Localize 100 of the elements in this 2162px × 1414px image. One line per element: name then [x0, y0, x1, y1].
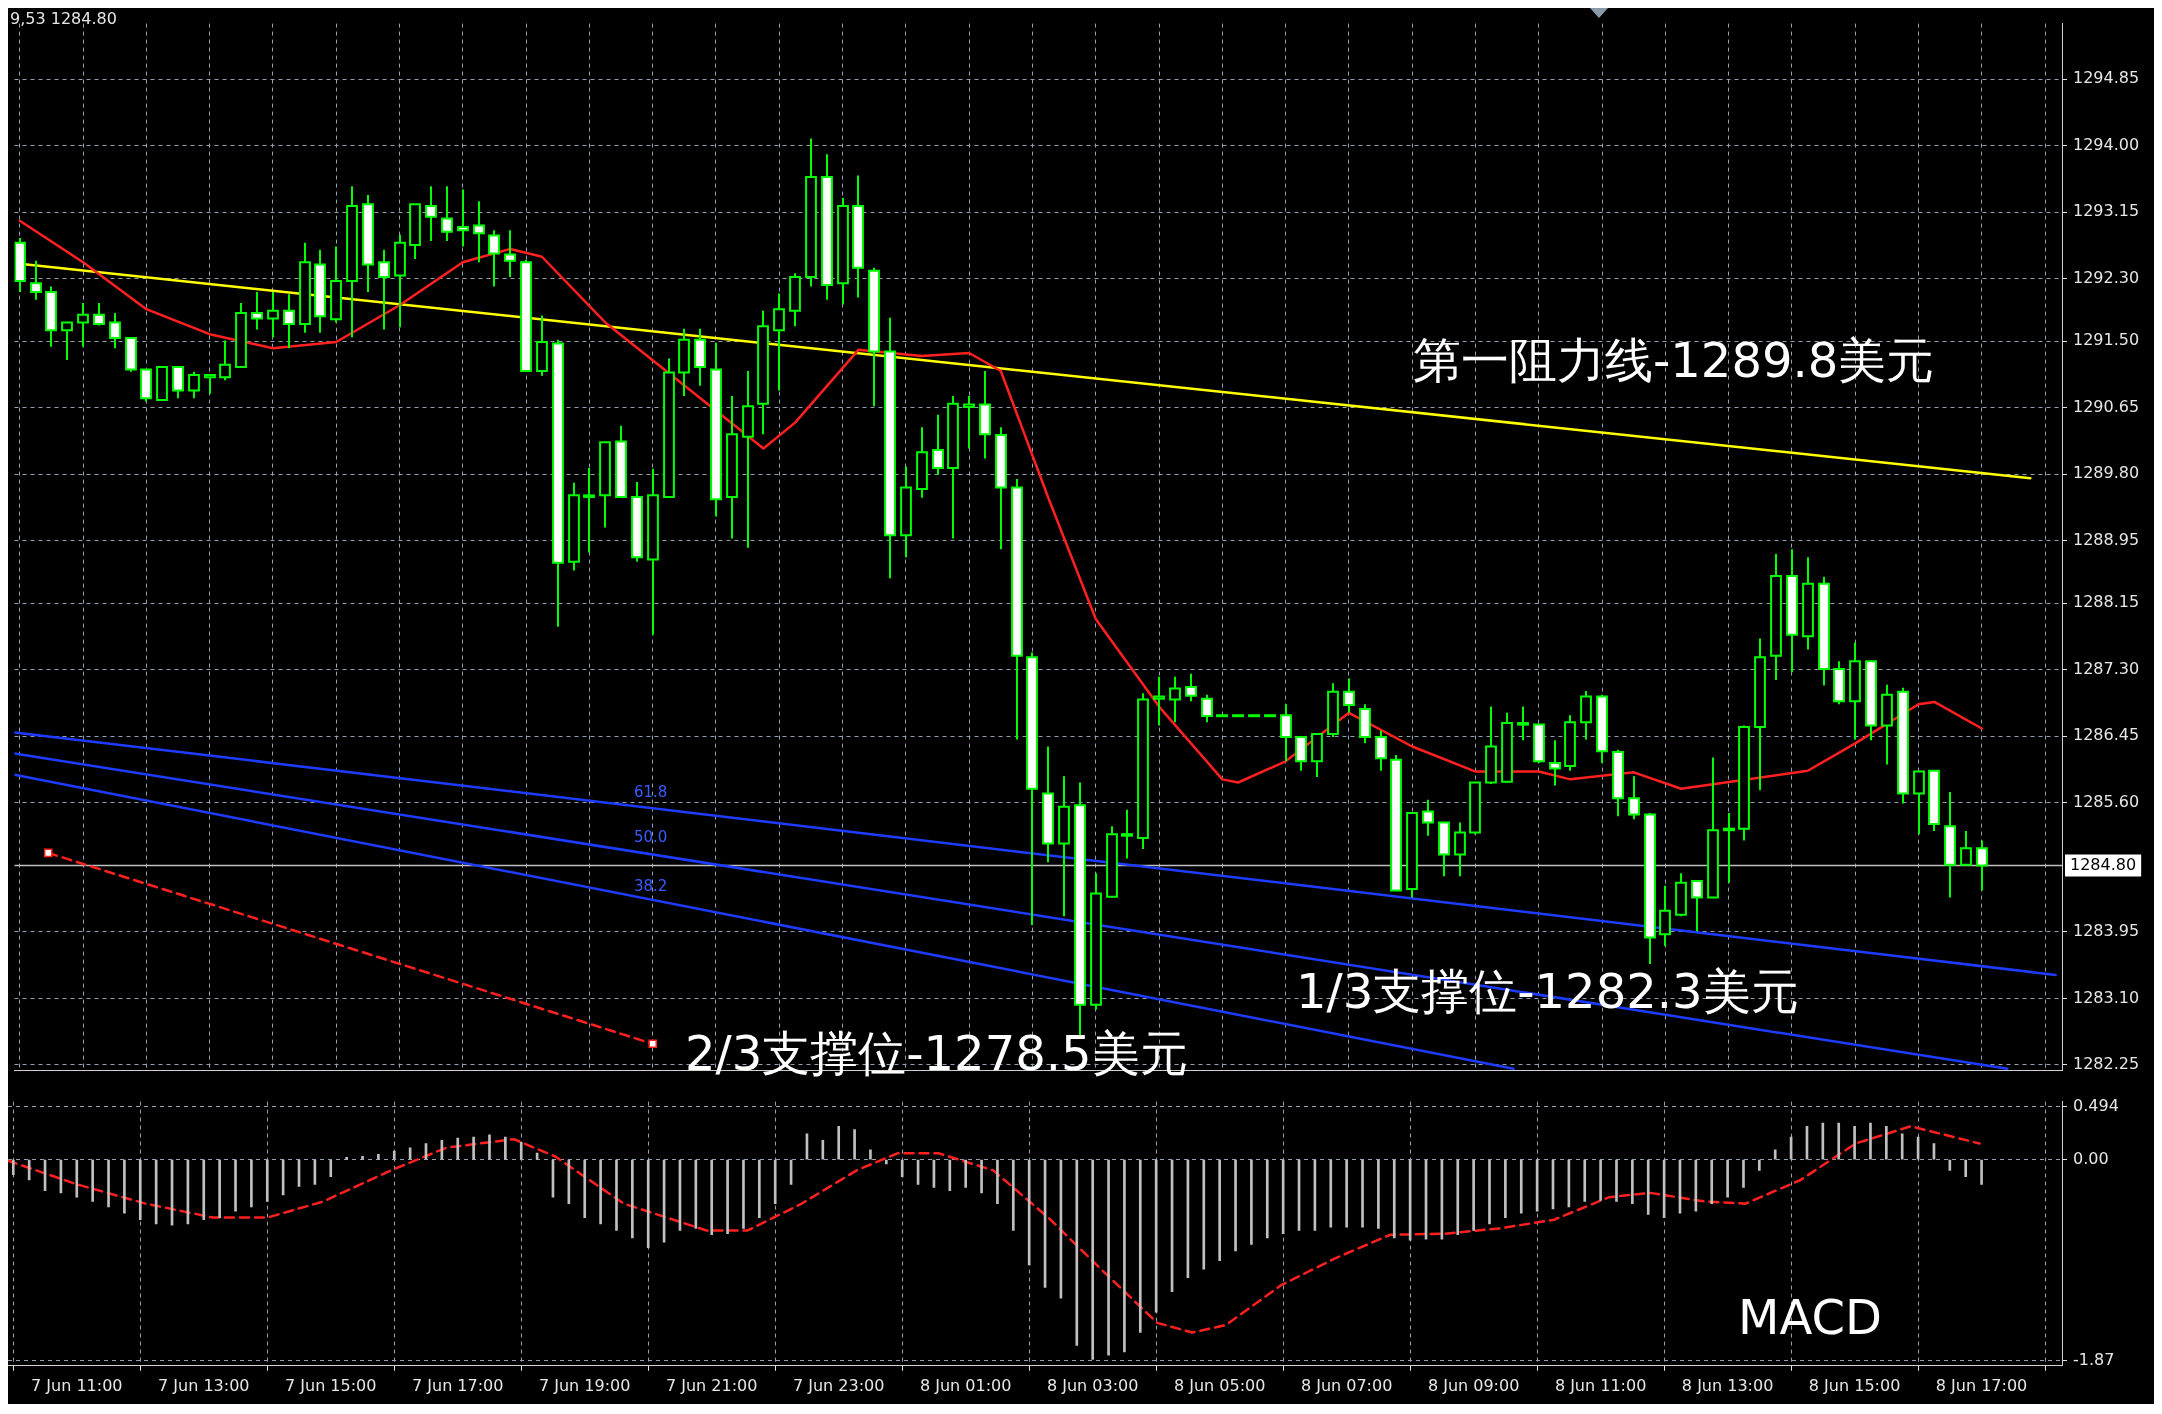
- bar: [519, 1142, 523, 1160]
- bar: [1123, 1159, 1126, 1353]
- bar: [1218, 1159, 1221, 1261]
- x-tick-label: 8 Jun 13:00: [1681, 1375, 1774, 1395]
- x-tick-label: 7 Jun 13:00: [158, 1375, 250, 1395]
- bar: [710, 1159, 714, 1236]
- bar: [91, 1159, 94, 1202]
- bar: [250, 1159, 253, 1208]
- ref-line-label: 1284.80: [2070, 854, 2137, 874]
- bar: [456, 1137, 460, 1160]
- bar: [1773, 1149, 1777, 1160]
- bar: [1265, 1159, 1269, 1239]
- bar: [202, 1159, 206, 1221]
- bar: [1361, 1159, 1364, 1228]
- bar: [821, 1139, 825, 1160]
- annotation: 61.8: [634, 782, 668, 801]
- y-tick-label: 1288.95: [2073, 529, 2140, 549]
- bar: [1964, 1159, 1968, 1178]
- x-tick-label: 7 Jun 19:00: [538, 1375, 631, 1395]
- x-tick-label: 7 Jun 21:00: [665, 1375, 758, 1395]
- bar: [583, 1159, 587, 1218]
- bar: [948, 1159, 952, 1192]
- bar: [646, 1159, 650, 1248]
- bar: [488, 1134, 491, 1160]
- bar: [1329, 1159, 1333, 1228]
- x-tick-label: 8 Jun 11:00: [1554, 1375, 1647, 1395]
- bar: [964, 1159, 968, 1188]
- bar: [361, 1156, 364, 1160]
- bar: [1710, 1159, 1714, 1204]
- bar: [1726, 1159, 1729, 1198]
- annotation: 2/3支撑位-1278.5美元: [685, 1025, 1188, 1082]
- bar: [504, 1136, 507, 1160]
- bar: [884, 1159, 888, 1165]
- bar: [726, 1159, 729, 1235]
- bar: [138, 1159, 142, 1221]
- bar: [1107, 1159, 1110, 1356]
- bar: [900, 1159, 904, 1178]
- bar: [11, 1159, 15, 1175]
- x-tick-label: 7 Jun 11:00: [31, 1375, 123, 1395]
- y-tick-label: 1283.95: [2073, 921, 2140, 941]
- bar: [1392, 1159, 1396, 1239]
- bar: [1011, 1159, 1015, 1231]
- bar: [1234, 1159, 1237, 1252]
- bar: [1742, 1159, 1745, 1188]
- bar: [1948, 1159, 1952, 1171]
- y-tick-label: 1291.50: [2073, 330, 2140, 350]
- bar: [599, 1159, 602, 1225]
- bar: [1027, 1159, 1031, 1266]
- y-tick-label: 1283.10: [2073, 987, 2140, 1007]
- bar: [1631, 1159, 1634, 1204]
- bar: [377, 1153, 380, 1160]
- bar: [1758, 1159, 1761, 1171]
- bar: [1202, 1159, 1206, 1270]
- text: MACD: [1738, 1289, 1882, 1346]
- bar: [773, 1159, 777, 1204]
- bar: [1456, 1159, 1460, 1236]
- y-tick-label: 1290.65: [2073, 396, 2140, 416]
- bar: [75, 1159, 79, 1198]
- y-tick-label: 1294.00: [2073, 134, 2140, 154]
- bar: [1345, 1159, 1348, 1228]
- bar: [345, 1157, 348, 1160]
- y-tick-label: 1293.15: [2073, 201, 2140, 221]
- bar: [1837, 1122, 1841, 1160]
- bar: [1138, 1159, 1142, 1333]
- bar: [1900, 1133, 1904, 1160]
- bar: [1646, 1159, 1650, 1215]
- bar: [1885, 1125, 1888, 1160]
- x-tick-label: 8 Jun 03:00: [1046, 1375, 1139, 1395]
- bar: [107, 1159, 110, 1208]
- x-tick-label: 7 Jun 15:00: [285, 1375, 377, 1395]
- x-tick-label: 8 Jun 05:00: [1173, 1375, 1266, 1395]
- bar: [218, 1159, 221, 1218]
- y-tick-label: 0.00: [2073, 1148, 2109, 1168]
- bar: [1488, 1159, 1491, 1225]
- y-tick-label: 1289.80: [2073, 463, 2140, 483]
- bar: [1250, 1159, 1253, 1245]
- y-tick-label: 0.494: [2073, 1095, 2119, 1115]
- y-tick-label: 1294.85: [2073, 68, 2140, 88]
- annotation: 第一阻力线-1289.8美元: [1413, 332, 1935, 389]
- bar: [1853, 1125, 1856, 1160]
- bar: [1583, 1159, 1587, 1202]
- bar: [234, 1159, 237, 1212]
- bar: [1472, 1159, 1475, 1231]
- bar: [980, 1159, 983, 1194]
- y-tick-label: -1.87: [2073, 1349, 2115, 1369]
- bar: [1599, 1159, 1602, 1201]
- x-tick-label: 8 Jun 09:00: [1427, 1375, 1520, 1395]
- bar: [837, 1125, 841, 1160]
- y-tick-label: 1292.30: [2073, 267, 2140, 287]
- bar: [472, 1136, 475, 1160]
- bar: [869, 1149, 872, 1160]
- bar: [392, 1150, 396, 1160]
- y-tick-label: 1285.60: [2073, 791, 2140, 811]
- annotation: 50.0: [634, 827, 668, 846]
- bar: [1615, 1159, 1618, 1202]
- bar: [853, 1129, 856, 1160]
- bar: [1377, 1159, 1380, 1229]
- bar: [996, 1159, 999, 1204]
- x-tick-label: 8 Jun 01:00: [919, 1375, 1012, 1395]
- bar: [1075, 1159, 1079, 1346]
